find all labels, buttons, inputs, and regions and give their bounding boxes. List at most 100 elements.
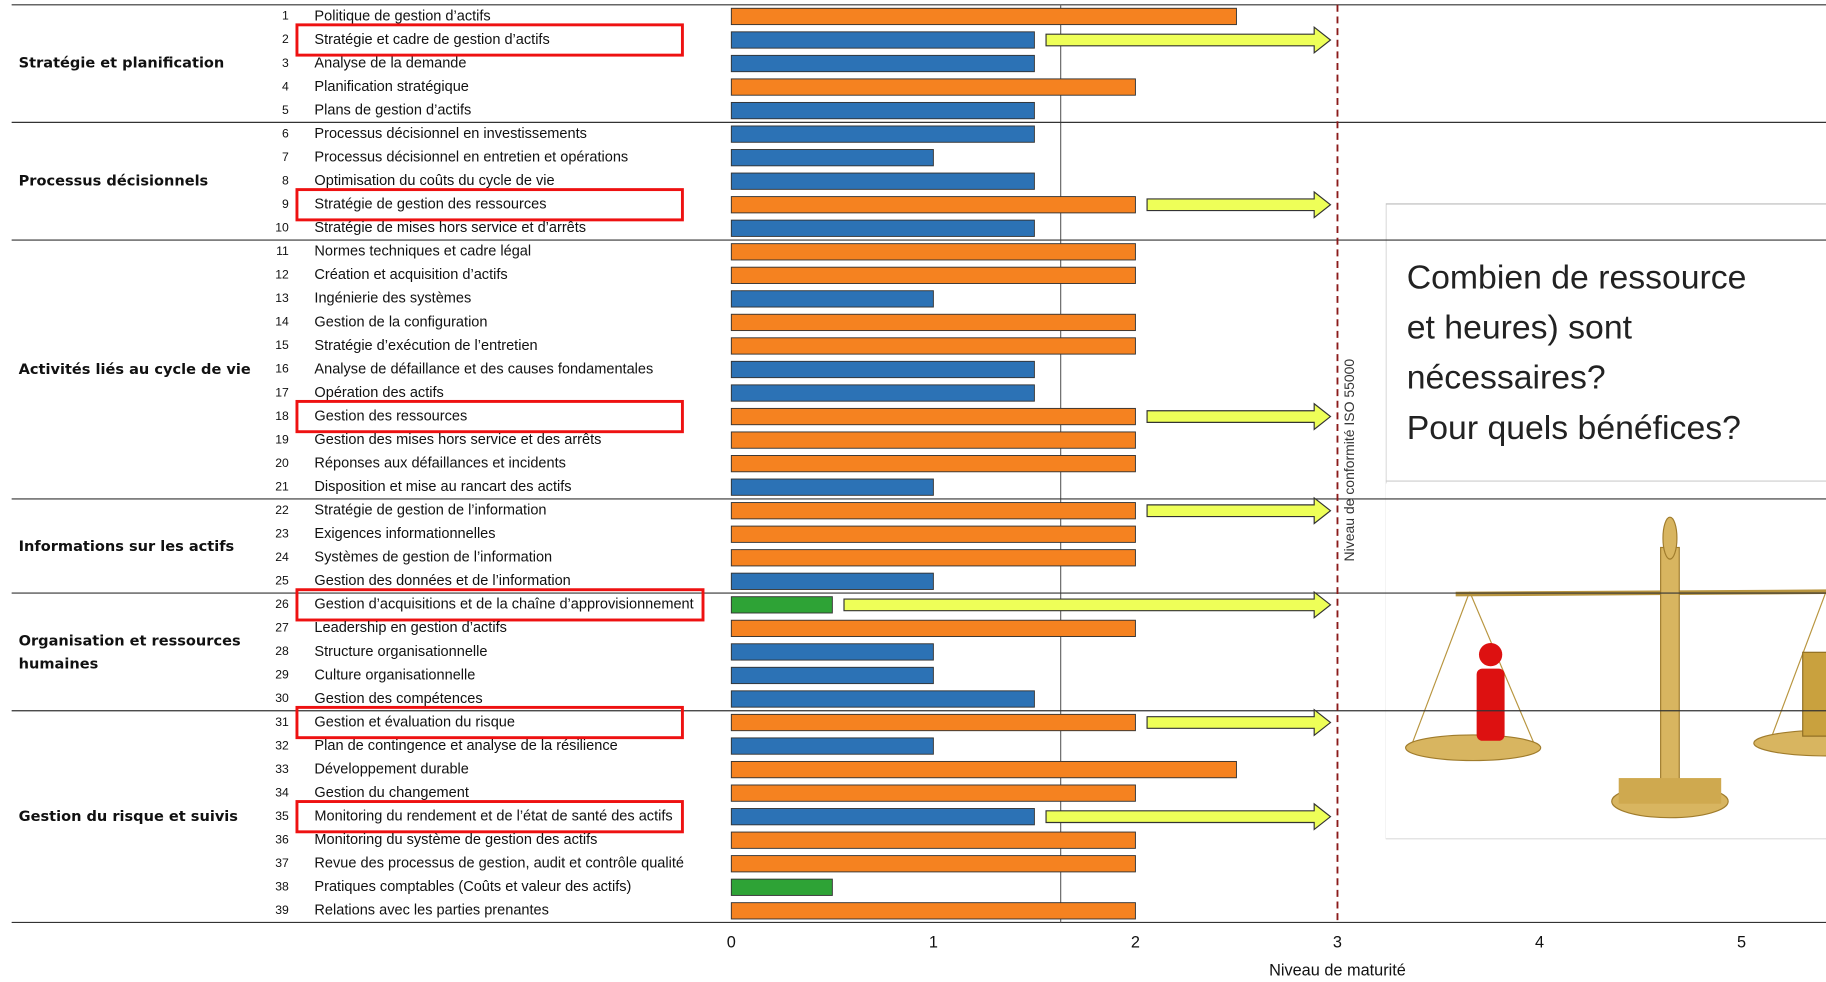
item-number: 30 xyxy=(275,691,289,705)
bar xyxy=(730,690,1035,708)
item-label: Optimisation du coûts du cycle de vie xyxy=(314,173,554,189)
bar xyxy=(730,808,1035,826)
item-label: Stratégie de mises hors service et d’arr… xyxy=(314,220,586,236)
group-label-box: Processus décisionnels xyxy=(19,172,209,189)
side-panel: Combien de ressource et heures) sont néces… xyxy=(1385,203,1826,840)
item-number: 3 xyxy=(282,56,289,70)
item-label: Stratégie de gestion de l’information xyxy=(314,503,546,519)
x-tick-label: 1 xyxy=(929,934,938,952)
bar xyxy=(730,78,1136,96)
item-number: 16 xyxy=(275,362,289,376)
item-label: Stratégie d’exécution de l’entretien xyxy=(314,338,537,354)
item-label: Plan de contingence et analyse de la rés… xyxy=(314,738,617,754)
item-number: 14 xyxy=(275,315,289,329)
item-number: 9 xyxy=(282,197,289,211)
item-number: 35 xyxy=(275,809,289,823)
arrow xyxy=(1146,402,1332,431)
x-tick-label: 2 xyxy=(1131,934,1140,952)
item-number: 28 xyxy=(275,644,289,658)
arrow xyxy=(1045,25,1332,54)
item-number: 33 xyxy=(275,762,289,776)
bar xyxy=(730,666,934,685)
item-number: 31 xyxy=(275,715,289,729)
item-number: 37 xyxy=(275,856,289,870)
bar xyxy=(730,101,1035,120)
bar xyxy=(730,713,1136,732)
group-label: Gestion du risque et suivis xyxy=(18,807,238,825)
item-label: Systèmes de gestion de l’information xyxy=(314,550,552,566)
bar xyxy=(730,784,1136,802)
item-label: Culture organisationnelle xyxy=(314,667,475,683)
bar xyxy=(730,878,833,896)
bar xyxy=(730,431,1136,449)
item-number: 20 xyxy=(275,456,289,470)
item-number: 32 xyxy=(275,738,289,752)
bar xyxy=(730,760,1237,779)
group-label: Informations sur les actifs xyxy=(18,536,235,555)
highlight-box xyxy=(295,399,684,434)
item-label: Stratégie et cadre de gestion d’actifs xyxy=(314,32,549,48)
item-label: Relations avec les parties prenantes xyxy=(314,903,549,919)
item-number: 5 xyxy=(282,103,289,117)
x-tick-label: 4 xyxy=(1535,934,1544,952)
item-number: 2 xyxy=(282,32,289,46)
item-number: 19 xyxy=(275,432,289,446)
bar xyxy=(730,360,1035,379)
item-number: 18 xyxy=(275,409,289,423)
item-label: Normes techniques et cadre légal xyxy=(314,244,531,260)
item-number: 4 xyxy=(282,79,289,93)
bar xyxy=(730,643,934,661)
x-tick-label: 3 xyxy=(1333,934,1342,952)
highlight-box xyxy=(295,588,705,622)
group-label-box: Organisation et ressources humaines xyxy=(19,631,241,672)
item-label: Politique de gestion d’actifs xyxy=(314,8,490,24)
bar xyxy=(730,478,934,496)
item-number: 7 xyxy=(282,150,289,164)
item-number: 27 xyxy=(275,621,289,635)
item-label: Développement durable xyxy=(314,761,468,777)
bar xyxy=(730,384,1035,402)
item-number: 38 xyxy=(275,880,289,894)
bar xyxy=(730,549,1136,567)
highlight-box xyxy=(295,23,684,57)
highlight-box xyxy=(295,705,684,740)
item-number: 15 xyxy=(275,338,289,352)
group-label: Stratégie et planification xyxy=(18,54,225,72)
bar xyxy=(730,855,1136,873)
group-label-box: Activités liés au cycle de vie xyxy=(19,360,251,377)
callout-text: et heures) sont xyxy=(1407,309,1633,347)
bar xyxy=(730,266,1136,284)
item-number: 21 xyxy=(275,479,289,493)
arrow xyxy=(1146,190,1332,219)
bar xyxy=(730,54,1035,73)
item-number: 26 xyxy=(275,597,289,611)
item-number: 12 xyxy=(275,268,289,282)
arrow xyxy=(1146,708,1332,737)
item-label: Gestion d’acquisitions et de la chaîne d… xyxy=(314,597,693,613)
arrow xyxy=(843,590,1332,619)
bar xyxy=(730,290,934,308)
item-label: Leadership en gestion d’actifs xyxy=(314,620,506,636)
item-label: Revue des processus de gestion, audit et… xyxy=(314,856,684,872)
balance-illustration xyxy=(1385,483,1826,839)
item-number: 11 xyxy=(276,244,289,258)
item-label: Ingénierie des systèmes xyxy=(314,291,471,307)
item-label: Processus décisionnel en investissements xyxy=(314,126,586,142)
item-number: 17 xyxy=(275,385,289,399)
item-label: Gestion des compétences xyxy=(314,691,482,707)
bar xyxy=(730,31,1035,49)
bar xyxy=(730,313,1136,332)
bar xyxy=(730,125,1035,143)
item-number: 6 xyxy=(282,126,289,140)
item-label: Pratiques comptables (Coûts et valeur de… xyxy=(314,879,631,895)
bar xyxy=(730,243,1136,261)
group-label-box: Gestion du risque et suivis xyxy=(18,807,238,825)
bar xyxy=(730,196,1136,214)
highlight-box xyxy=(295,188,684,222)
bar xyxy=(730,737,934,755)
callout-text: nécessaires? xyxy=(1407,359,1606,397)
item-number: 22 xyxy=(275,503,289,517)
item-label: Gestion et évaluation du risque xyxy=(314,714,515,730)
item-number: 36 xyxy=(275,832,289,846)
